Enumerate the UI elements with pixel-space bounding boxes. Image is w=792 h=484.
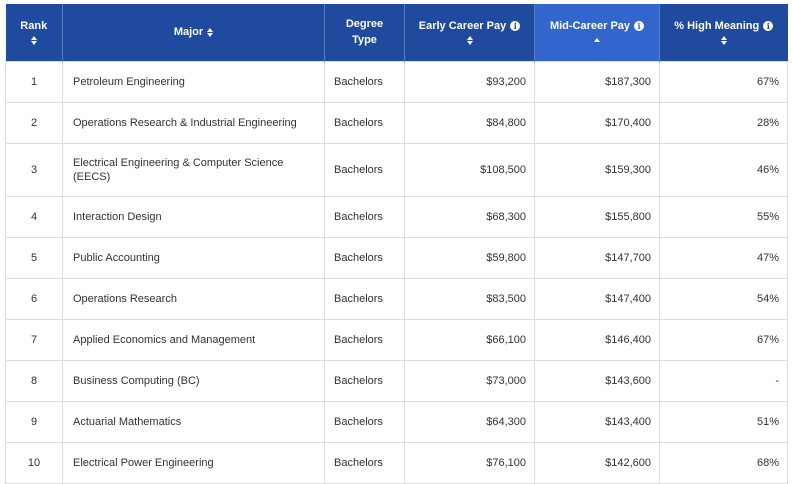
high-meaning-cell: 47% [659,236,788,279]
early-pay-cell: $68,300 [404,195,535,238]
early-pay-cell: $66,100 [404,318,535,361]
early-pay-cell: $93,200 [404,60,535,103]
info-icon[interactable]: i [634,21,645,32]
mid-pay-cell: $142,600 [534,441,660,484]
major-cell: Operations Research & Industrial Enginee… [62,101,325,144]
major-cell: Actuarial Mathematics [62,400,325,443]
column-header-high-meaning[interactable]: % High Meaning i [659,4,788,61]
mid-pay-cell: $147,700 [534,236,660,279]
major-cell: Petroleum Engineering [62,60,325,103]
early-pay-cell: $59,800 [404,236,535,279]
high-meaning-cell: 54% [659,277,788,320]
rank-cell: 2 [5,101,63,144]
rank-cell: 9 [5,400,63,443]
high-meaning-cell: 67% [659,60,788,103]
mid-pay-cell: $170,400 [534,101,660,144]
major-cell: Operations Research [62,277,325,320]
info-icon[interactable]: i [510,21,521,32]
rank-cell: 4 [5,195,63,238]
info-icon[interactable]: i [763,21,774,32]
degree-cell: Bachelors [324,101,405,144]
major-header-label: Major [173,26,204,39]
degree-cell: Bachelors [324,318,405,361]
column-header-rank[interactable]: Rank [5,4,63,61]
rank-cell: 6 [5,277,63,320]
table-row: 6 Operations Research Bachelors $83,500 … [5,277,788,320]
table-row: 7 Applied Economics and Management Bache… [5,318,788,361]
sort-both-icon[interactable] [30,34,37,46]
major-cell: Business Computing (BC) [62,359,325,402]
rank-cell: 5 [5,236,63,279]
major-cell: Interaction Design [62,195,325,238]
degree-cell: Bachelors [324,142,405,197]
table-header-row: Rank Major Degree Type [5,4,788,61]
sort-both-icon[interactable] [207,26,214,38]
degree-header-label-line1: Degree [345,18,384,31]
column-header-mid-career-pay[interactable]: Mid-Career Pay i [534,4,660,61]
mid-pay-cell: $187,300 [534,60,660,103]
sort-active-icon[interactable] [594,34,600,46]
degree-cell: Bachelors [324,236,405,279]
sort-both-icon[interactable] [720,34,727,46]
early-pay-header-label: Early Career Pay [418,20,507,33]
high-meaning-cell: 28% [659,101,788,144]
sort-both-icon[interactable] [466,34,473,46]
rank-header-label: Rank [20,20,48,33]
major-cell: Electrical Engineering & Computer Scienc… [62,142,325,197]
degree-cell: Bachelors [324,400,405,443]
degree-cell: Bachelors [324,359,405,402]
table-row: 10 Electrical Power Engineering Bachelor… [5,441,788,484]
early-pay-cell: $64,300 [404,400,535,443]
major-cell: Applied Economics and Management [62,318,325,361]
table-row: 5 Public Accounting Bachelors $59,800 $1… [5,236,788,279]
rank-cell: 8 [5,359,63,402]
table-row: 9 Actuarial Mathematics Bachelors $64,30… [5,400,788,443]
rank-cell: 3 [5,142,63,197]
rank-cell: 1 [5,60,63,103]
mid-pay-cell: $159,300 [534,142,660,197]
degree-header-label-line2: Type [352,34,377,47]
major-cell: Electrical Power Engineering [62,441,325,484]
high-meaning-header-label: % High Meaning [674,20,760,33]
table-row: 1 Petroleum Engineering Bachelors $93,20… [5,60,788,103]
major-cell: Public Accounting [62,236,325,279]
early-pay-cell: $83,500 [404,277,535,320]
degree-cell: Bachelors [324,277,405,320]
rank-cell: 10 [5,441,63,484]
column-header-major[interactable]: Major [62,4,325,61]
degree-cell: Bachelors [324,60,405,103]
early-pay-cell: $84,800 [404,101,535,144]
early-pay-cell: $73,000 [404,359,535,402]
rank-cell: 7 [5,318,63,361]
high-meaning-cell: 51% [659,400,788,443]
mid-pay-header-label: Mid-Career Pay [549,20,631,33]
table-row: 2 Operations Research & Industrial Engin… [5,101,788,144]
high-meaning-cell: 67% [659,318,788,361]
degree-cell: Bachelors [324,441,405,484]
early-pay-cell: $76,100 [404,441,535,484]
table-row: 3 Electrical Engineering & Computer Scie… [5,142,788,197]
degree-cell: Bachelors [324,195,405,238]
high-meaning-cell: - [659,359,788,402]
high-meaning-cell: 68% [659,441,788,484]
table-row: 8 Business Computing (BC) Bachelors $73,… [5,359,788,402]
early-pay-cell: $108,500 [404,142,535,197]
mid-pay-cell: $155,800 [534,195,660,238]
mid-pay-cell: $146,400 [534,318,660,361]
mid-pay-cell: $147,400 [534,277,660,320]
high-meaning-cell: 46% [659,142,788,197]
mid-pay-cell: $143,400 [534,400,660,443]
salary-table: Rank Major Degree Type [5,4,788,484]
mid-pay-cell: $143,600 [534,359,660,402]
column-header-early-career-pay[interactable]: Early Career Pay i [404,4,535,61]
high-meaning-cell: 55% [659,195,788,238]
table-row: 4 Interaction Design Bachelors $68,300 $… [5,195,788,238]
column-header-degree-type: Degree Type [324,4,405,61]
